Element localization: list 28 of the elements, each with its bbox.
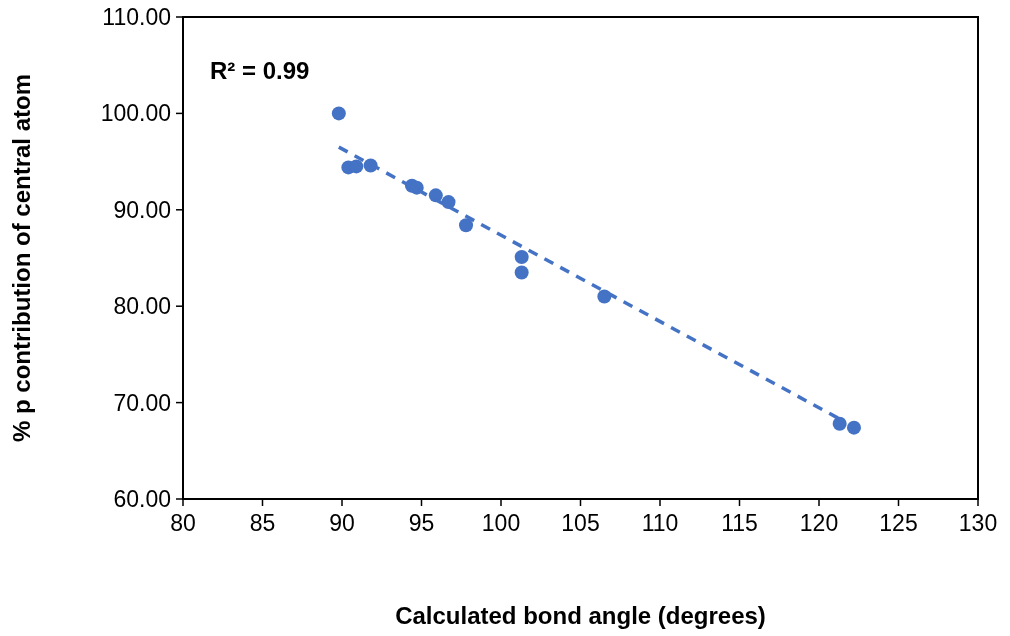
point	[832, 416, 847, 431]
y-tick-label: 60.00	[113, 486, 171, 513]
x-tick-label: 80	[170, 510, 196, 536]
x-tick-label: 85	[249, 510, 276, 536]
point	[514, 265, 529, 280]
point	[441, 195, 456, 210]
x-tick-label: 115	[721, 510, 758, 536]
y-tick-label: 80.00	[113, 293, 171, 320]
x-tick-label: 90	[329, 510, 355, 536]
x-tick-label: 95	[408, 510, 435, 536]
x-tick-label: 100	[481, 510, 521, 536]
point	[514, 250, 529, 265]
point	[459, 218, 474, 233]
x-tick-label: 110	[641, 510, 679, 536]
y-tick-label: 90.00	[113, 196, 171, 223]
x-axis-title: Calculated bond angle (degrees)	[395, 602, 766, 629]
point	[349, 159, 364, 174]
annotation: R² = 0.99	[210, 57, 310, 84]
y-tick-label: 110.00	[102, 4, 171, 31]
y-axis-title: % p contribution of central atom	[8, 73, 35, 443]
y-tick-label: 100.00	[100, 100, 171, 127]
x-tick-label: 130	[958, 510, 998, 536]
point	[331, 106, 346, 121]
point	[846, 420, 861, 435]
x-tick-label: 120	[799, 510, 839, 536]
x-tick-label: 125	[879, 510, 918, 536]
x-tick-label: 105	[561, 510, 600, 536]
y-tick-label: 70.00	[113, 389, 171, 416]
